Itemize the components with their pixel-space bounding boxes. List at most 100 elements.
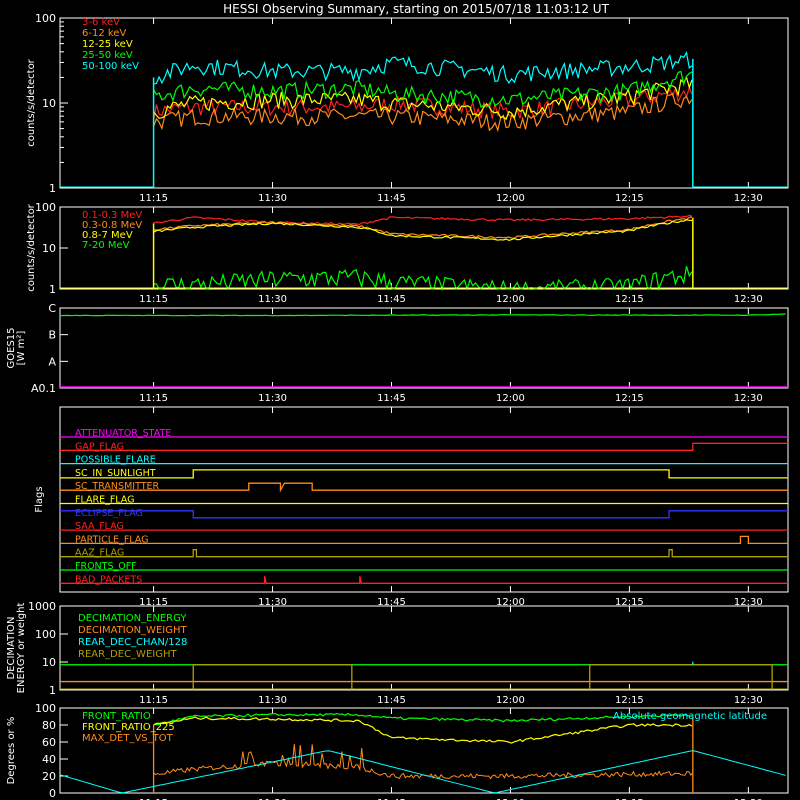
- flag-line: [60, 482, 788, 493]
- panel-5-ylabel: ENERGY or weight: [16, 603, 27, 694]
- x-tick-label: 12:30: [734, 294, 763, 305]
- x-tick-label: 12:15: [615, 695, 644, 706]
- x-tick-label: 11:30: [258, 597, 287, 608]
- flag-label: AAZ_FLAG: [75, 548, 124, 559]
- legend-entry: 50-100 keV: [82, 61, 139, 72]
- x-tick-label: 12:00: [496, 597, 525, 608]
- legend-entry: 0.1-0.3 MeV: [82, 210, 142, 221]
- legend-entry: REAR_DEC_CHAN/128: [78, 637, 187, 648]
- y-tick-label: 10: [42, 656, 56, 669]
- flag-label: SAA_FLAG: [75, 521, 124, 532]
- x-tick-label: 12:00: [496, 193, 525, 204]
- panel-2-ylabel: counts/s/detector: [26, 203, 37, 291]
- legend-entry: REAR_DEC_WEIGHT: [78, 649, 177, 660]
- x-tick-label: 12:15: [615, 393, 644, 404]
- series-line-25-50 keV: [153, 70, 693, 109]
- flag-label: BAD_PACKETS: [75, 574, 142, 585]
- x-tick-label: 12:00: [496, 294, 525, 305]
- main-title: HESSI Observing Summary, starting on 201…: [223, 2, 609, 16]
- y-tick-label: 80: [42, 719, 56, 732]
- flag-label: PARTICLE_FLAG: [75, 534, 148, 545]
- flag-line: [60, 576, 788, 584]
- legend-entry: FRONT_RATIO: [82, 711, 151, 722]
- flag-label: ATTENUATOR_STATE: [75, 428, 171, 439]
- x-tick-label: 11:30: [258, 193, 287, 204]
- flag-line: [60, 510, 788, 519]
- y-tick-label: 0: [49, 787, 56, 800]
- x-tick-label: 11:45: [377, 695, 406, 706]
- y-tick-label: 10: [42, 242, 56, 255]
- y-tick-label: A0.1: [31, 382, 56, 395]
- y-tick-label: 100: [35, 12, 56, 25]
- x-tick-label: 11:15: [139, 393, 168, 404]
- series-line-3-6 keV: [153, 85, 693, 121]
- x-tick-label: 12:30: [734, 798, 763, 800]
- x-tick-label: 11:30: [258, 695, 287, 706]
- y-tick-label: B: [48, 329, 56, 342]
- x-tick-label: 12:15: [615, 597, 644, 608]
- legend-entry: 3-6 keV: [82, 17, 120, 28]
- legend-entry: 7-20 MeV: [82, 240, 130, 251]
- flag-line: [60, 535, 788, 545]
- series-line-12-25 keV: [153, 75, 693, 121]
- x-tick-label: 12:15: [615, 193, 644, 204]
- panel-6-ylabel: Degrees or %: [6, 717, 17, 785]
- y-tick-label: 100: [35, 702, 56, 715]
- panel-4-frame: [59, 406, 789, 593]
- x-tick-label: 12:00: [496, 393, 525, 404]
- rear-dec-weight-line: [192, 664, 773, 690]
- flag-line: [60, 442, 788, 451]
- x-tick-label: 12:30: [734, 695, 763, 706]
- legend-entry: DECIMATION_ENERGY: [78, 613, 187, 624]
- x-tick-label: 12:00: [496, 798, 525, 800]
- x-tick-label: 11:15: [139, 798, 168, 800]
- legend-entry: 25-50 keV: [82, 50, 133, 61]
- series-line-50-100 keV: [153, 51, 693, 85]
- flag-label: ECLIPSE_FLAG: [75, 508, 143, 519]
- y-tick-label: 100: [35, 628, 56, 641]
- x-tick-label: 11:15: [139, 294, 168, 305]
- flag-label: SC_IN_SUNLIGHT: [75, 468, 156, 479]
- series-line-FRONT_RATIO: [153, 712, 693, 726]
- panel-4-ylabel: Flags: [34, 486, 45, 512]
- legend-entry: DECIMATION_WEIGHT: [78, 625, 187, 636]
- y-tick-label: 1: [49, 182, 56, 195]
- x-tick-label: 12:30: [734, 393, 763, 404]
- y-tick-label: 20: [42, 770, 56, 783]
- series-line-7-20 MeV: [153, 266, 693, 292]
- flag-label: SC_TRANSMITTER: [75, 481, 160, 492]
- series-line-6-12 keV: [153, 92, 693, 133]
- panel-1-ylabel: counts/s/detector: [26, 58, 37, 146]
- x-tick-label: 11:15: [139, 597, 168, 608]
- series-line-0.8-7 MeV: [153, 219, 693, 242]
- x-tick-label: 12:15: [615, 294, 644, 305]
- y-tick-label: C: [48, 302, 56, 315]
- x-tick-label: 11:15: [139, 695, 168, 706]
- x-tick-label: 11:45: [377, 193, 406, 204]
- x-tick-label: 11:45: [377, 294, 406, 305]
- x-tick-label: 12:00: [496, 695, 525, 706]
- legend-entry: 6-12 keV: [82, 28, 126, 39]
- flag-line: [60, 549, 788, 558]
- y-tick-label: 10: [42, 97, 56, 110]
- series-line-FRONT_RATIO_225: [153, 716, 693, 744]
- panel-3-ylabel: GOES15: [6, 327, 17, 368]
- y-tick-label: 1000: [28, 600, 56, 613]
- flag-label: FLARE_FLAG: [75, 495, 135, 506]
- panel-5-ylabel: DECIMATION: [6, 616, 17, 679]
- flag-label: FRONTS_OFF: [75, 561, 137, 572]
- x-tick-label: 11:30: [258, 798, 287, 800]
- legend-entry: 0.3-0.8 MeV: [82, 220, 142, 231]
- series-line-MAX_DET_VS_TOT: [153, 743, 694, 780]
- x-tick-label: 12:15: [615, 798, 644, 800]
- panel-6-frame: [59, 707, 789, 794]
- x-tick-label: 11:30: [258, 393, 287, 404]
- x-tick-label: 11:45: [377, 597, 406, 608]
- latitude-annotation: Absolute geomagnetic latitude: [613, 711, 767, 722]
- panel-3-frame: [59, 307, 789, 389]
- legend-entry: 12-25 keV: [82, 39, 133, 50]
- legend-entry: 0.8-7 MeV: [82, 230, 133, 241]
- series-line-0.1-0.3 MeV: [153, 214, 693, 226]
- y-tick-label: 60: [42, 736, 56, 749]
